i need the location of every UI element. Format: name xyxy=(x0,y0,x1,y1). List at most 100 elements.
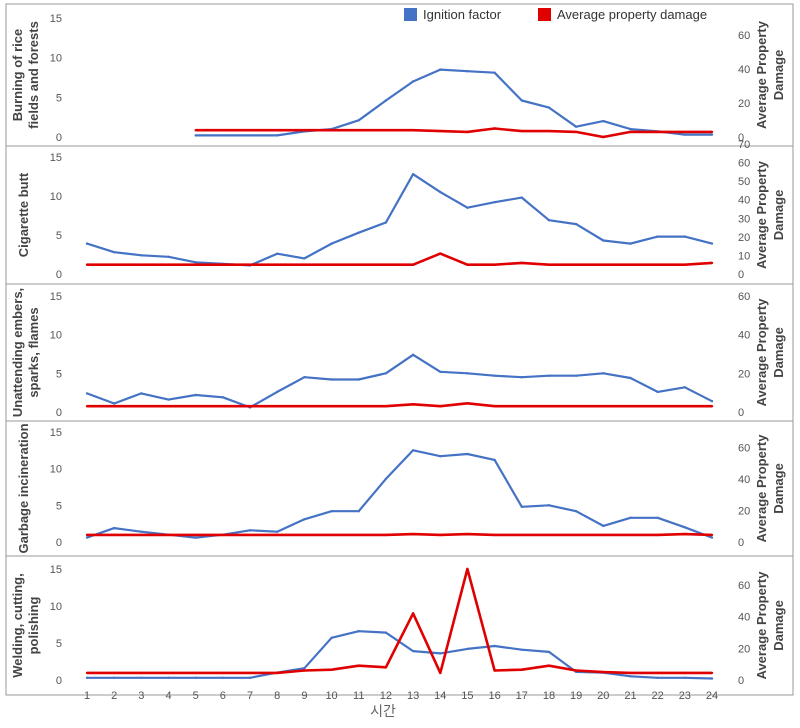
right-tick-label: 0 xyxy=(738,537,744,549)
right-tick-label: 10 xyxy=(738,250,750,262)
ignition-point xyxy=(656,390,659,394)
chart-panel-5: 0 5 10 15 0 20 40 60 Welding, cutting,polishing A… xyxy=(5,555,794,696)
ignition-point xyxy=(113,676,116,679)
left-tick-label: 15 xyxy=(50,564,62,576)
ignition-point xyxy=(167,676,170,679)
left-tick-label: 15 xyxy=(50,291,62,303)
damage-point xyxy=(439,252,442,255)
left-tick-label: 0 xyxy=(56,407,62,419)
ignition-point xyxy=(629,516,632,519)
right-tick-label: 60 xyxy=(738,291,750,303)
damage-point xyxy=(683,405,686,408)
right-tick-label: 0 xyxy=(738,675,744,687)
left-tick-label: 5 xyxy=(56,368,62,380)
damage-point xyxy=(276,405,279,408)
damage-point xyxy=(384,666,388,669)
ignition-point xyxy=(574,374,578,377)
damage-point xyxy=(194,263,197,266)
left-tick-label: 10 xyxy=(50,330,62,342)
ignition-point xyxy=(194,676,197,679)
ignition-point xyxy=(140,530,143,533)
ignition-point xyxy=(602,524,605,528)
damage-point xyxy=(493,263,496,266)
x-tick-label: 22 xyxy=(652,690,664,702)
ignition-point xyxy=(303,667,306,670)
damage-point xyxy=(167,405,170,408)
damage-point xyxy=(276,671,279,675)
damage-point xyxy=(303,129,306,132)
property-damage-line xyxy=(195,127,712,139)
ignition-point xyxy=(574,125,578,128)
damage-point xyxy=(683,130,686,134)
ignition-point xyxy=(194,536,197,539)
right-tick-label: 40 xyxy=(738,612,750,624)
damage-point xyxy=(357,263,360,266)
damage-point xyxy=(357,129,360,132)
ignition-point xyxy=(276,390,279,394)
damage-point xyxy=(411,612,415,615)
right-tick-label: 50 xyxy=(738,176,750,188)
damage-point xyxy=(439,533,442,537)
ignition-point xyxy=(221,396,225,399)
damage-point xyxy=(710,261,714,265)
ignition-point xyxy=(357,630,360,633)
right-tick-label: 60 xyxy=(738,443,750,455)
damage-point xyxy=(194,405,197,408)
ignition-point xyxy=(248,134,252,137)
damage-point xyxy=(683,671,686,675)
damage-point xyxy=(656,130,659,134)
left-tick-label: 0 xyxy=(56,132,62,144)
damage-point xyxy=(710,405,714,408)
right-axis-label: Average Property Damage xyxy=(754,298,786,407)
damage-point xyxy=(330,129,333,132)
right-tick-label: 70 xyxy=(738,139,750,151)
x-tick-label: 15 xyxy=(461,690,473,702)
property-damage-line xyxy=(87,402,712,408)
x-tick-label: 14 xyxy=(434,690,446,702)
damage-point xyxy=(547,664,551,667)
x-tick-label: 20 xyxy=(597,690,609,702)
ignition-point xyxy=(330,242,333,245)
x-tick-label: 12 xyxy=(380,690,392,702)
chart-panels: 0 5 10 15 0 20 40 60 Burning of ricefields and f… xyxy=(5,3,794,696)
ignition-point xyxy=(276,252,279,255)
damage-point xyxy=(710,671,714,675)
damage-point xyxy=(411,532,415,536)
ignition-point xyxy=(547,504,551,507)
damage-point xyxy=(113,671,116,675)
damage-point xyxy=(248,263,252,266)
ignition-point xyxy=(411,353,415,356)
damage-point xyxy=(194,671,197,675)
ignition-point xyxy=(167,398,170,401)
damage-point xyxy=(384,263,388,266)
damage-point xyxy=(683,532,686,536)
ignition-point xyxy=(656,516,659,519)
damage-point xyxy=(710,130,714,134)
damage-point xyxy=(85,405,89,408)
ignition-point xyxy=(520,505,523,508)
damage-point xyxy=(439,405,442,408)
left-axis-label: Burning of ricefields and forests xyxy=(10,21,41,129)
right-tick-label: 20 xyxy=(738,232,750,244)
x-tick-label: 13 xyxy=(407,690,419,702)
damage-point xyxy=(221,671,225,675)
damage-point xyxy=(303,405,306,408)
ignition-point xyxy=(439,455,442,458)
damage-point xyxy=(411,129,415,132)
damage-point xyxy=(547,129,551,133)
damage-point xyxy=(602,263,605,266)
damage-point xyxy=(248,671,252,675)
damage-point xyxy=(710,533,714,537)
right-tick-label: 20 xyxy=(738,506,750,518)
damage-point xyxy=(466,402,469,405)
ignition-point xyxy=(276,530,279,533)
ignition-point xyxy=(710,536,714,539)
ignition-point xyxy=(221,134,225,137)
damage-point xyxy=(547,263,551,266)
left-axis-label: Welding, cutting,polishing xyxy=(10,573,41,677)
right-tick-label: 60 xyxy=(738,30,750,42)
ignition-point xyxy=(547,374,551,377)
ignition-point xyxy=(357,510,360,513)
left-tick-label: 5 xyxy=(56,500,62,512)
